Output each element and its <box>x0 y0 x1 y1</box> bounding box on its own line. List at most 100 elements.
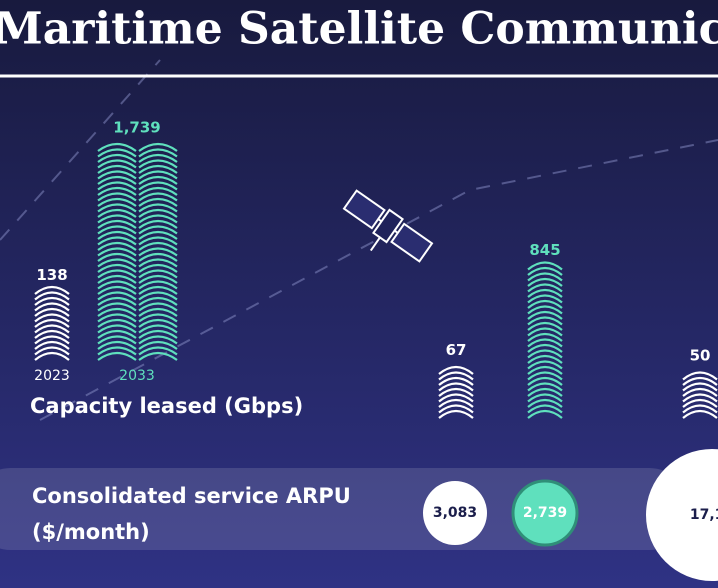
arc <box>138 346 178 356</box>
arc <box>527 343 563 353</box>
arpu-value: 2,739 <box>523 505 567 521</box>
arc <box>97 351 137 361</box>
arc <box>527 299 563 309</box>
value-label: 138 <box>36 266 67 284</box>
arc <box>138 313 178 323</box>
arc <box>34 296 70 306</box>
arc <box>138 208 178 218</box>
arc <box>438 365 474 375</box>
arpu-circle <box>511 479 579 547</box>
arc <box>34 324 70 334</box>
arc <box>97 197 137 207</box>
arc <box>138 318 178 328</box>
arc <box>138 181 178 191</box>
arc <box>682 371 718 381</box>
arc <box>527 387 563 397</box>
arc <box>138 170 178 180</box>
arc <box>34 335 70 345</box>
arc <box>527 371 563 381</box>
arc <box>97 296 137 306</box>
arc <box>97 148 137 158</box>
value-label: 67 <box>446 341 467 359</box>
arc <box>438 387 474 397</box>
arc <box>527 327 563 337</box>
arc <box>682 387 718 397</box>
arc <box>527 398 563 408</box>
arc <box>438 393 474 403</box>
arc <box>682 393 718 403</box>
arc <box>527 310 563 320</box>
arc <box>438 371 474 381</box>
arc <box>527 294 563 304</box>
value-label: 50 <box>690 347 711 365</box>
arc <box>97 230 137 240</box>
satellite-icon <box>342 189 434 263</box>
arc <box>97 280 137 290</box>
arc <box>97 186 137 196</box>
arc <box>97 247 137 257</box>
capacity-label: Capacity leased (Gbps) <box>30 394 303 418</box>
arc-stack <box>682 371 718 419</box>
arc <box>138 280 178 290</box>
arc <box>138 329 178 339</box>
arc <box>527 404 563 414</box>
arc <box>97 252 137 262</box>
arc <box>682 376 718 386</box>
arc-stack <box>438 365 474 419</box>
arc <box>527 272 563 282</box>
arc <box>97 307 137 317</box>
arc <box>138 192 178 202</box>
arc <box>527 261 563 271</box>
arc <box>97 153 137 163</box>
arc <box>34 302 70 312</box>
title: Maritime Satellite Communic <box>0 4 718 55</box>
arc <box>97 181 137 191</box>
arc <box>527 360 563 370</box>
arc <box>97 318 137 328</box>
arc <box>527 376 563 386</box>
arc <box>682 404 718 414</box>
arc <box>138 197 178 207</box>
arc <box>138 274 178 284</box>
orbit-path <box>0 59 718 421</box>
arc-stack <box>527 261 563 419</box>
arc <box>34 318 70 328</box>
arc <box>138 219 178 229</box>
arc <box>97 258 137 268</box>
arc-stack <box>138 142 178 361</box>
arc <box>34 346 70 356</box>
arc <box>527 354 563 364</box>
arc <box>97 324 137 334</box>
arc <box>138 247 178 257</box>
arc <box>97 329 137 339</box>
arc <box>527 409 563 419</box>
arc <box>138 302 178 312</box>
arc <box>97 274 137 284</box>
arc <box>97 159 137 169</box>
arc <box>527 338 563 348</box>
arc <box>138 296 178 306</box>
arc <box>527 305 563 315</box>
arpu-value: 17,12 <box>690 507 718 523</box>
arpu-circle <box>423 481 487 545</box>
arc <box>97 291 137 301</box>
arc <box>138 230 178 240</box>
arc <box>138 153 178 163</box>
arc <box>138 252 178 262</box>
arc <box>34 351 70 361</box>
arpu-label: ($/month) <box>32 520 150 544</box>
arc <box>138 285 178 295</box>
arc <box>97 236 137 246</box>
arc <box>438 409 474 419</box>
arc <box>527 283 563 293</box>
arc <box>34 291 70 301</box>
arc <box>97 219 137 229</box>
arc <box>97 164 137 174</box>
arc <box>138 291 178 301</box>
arc <box>138 148 178 158</box>
arc <box>34 307 70 317</box>
arc <box>138 340 178 350</box>
arc <box>138 335 178 345</box>
